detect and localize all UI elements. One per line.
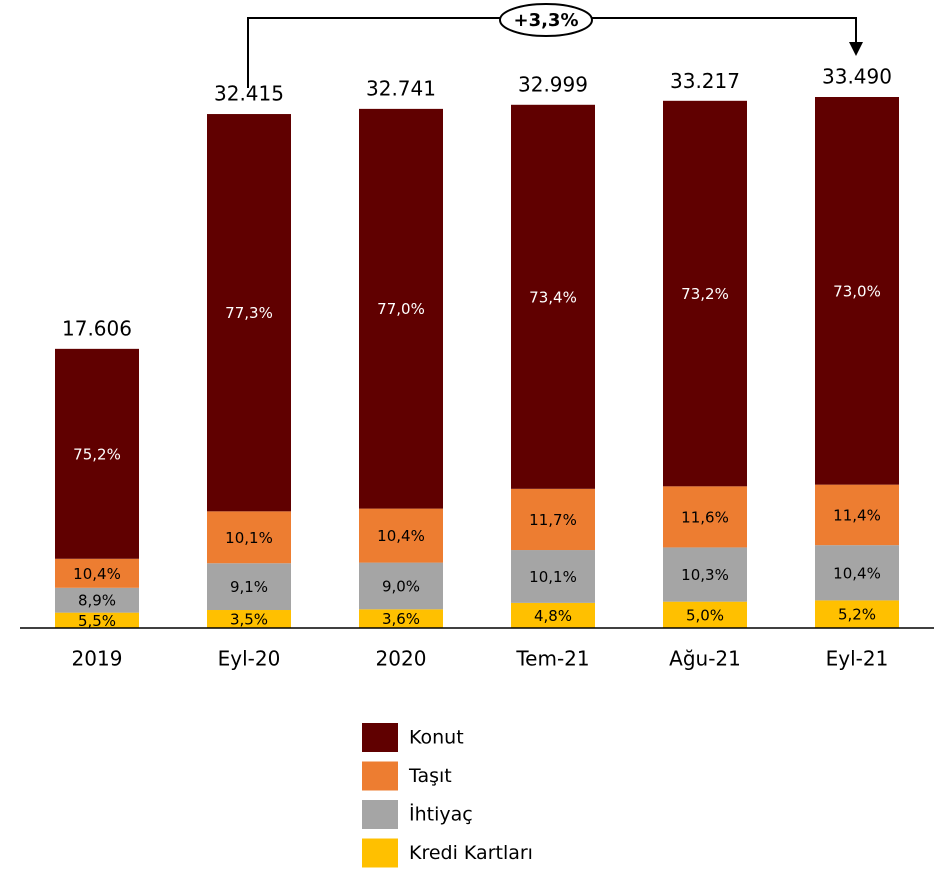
total-label: 32.415 — [214, 82, 284, 106]
segment-label: 73,2% — [681, 285, 729, 303]
segment-label: 3,6% — [382, 610, 420, 628]
bar-segment — [207, 610, 291, 628]
legend-swatch — [362, 800, 398, 829]
x-tick-label: 2020 — [376, 647, 427, 671]
segment-label: 11,7% — [529, 511, 577, 529]
bar-segment — [55, 348, 139, 559]
bar-segment — [511, 602, 595, 628]
bar-segment — [55, 612, 139, 628]
segment-label: 10,1% — [225, 529, 273, 547]
segment-label: 73,0% — [833, 282, 881, 300]
segment-label: 9,0% — [382, 577, 420, 595]
bar-segment — [815, 545, 899, 601]
growth-annotation: +3,3% — [513, 10, 578, 31]
segment-label: 73,4% — [529, 288, 577, 306]
bar-segment — [207, 114, 291, 512]
bar-segment — [359, 108, 443, 509]
legend-swatch — [362, 761, 398, 791]
growth-arrow — [849, 42, 863, 56]
bar-segment — [663, 601, 747, 628]
segment-label: 10,4% — [833, 564, 881, 582]
segment-label: 5,0% — [686, 606, 724, 624]
legend-swatch — [362, 838, 398, 868]
bar-segment — [359, 562, 443, 610]
legend-label: Taşıt — [408, 765, 452, 787]
legend-label: Konut — [409, 727, 464, 749]
x-tick-label: 2019 — [72, 647, 123, 671]
legend-label: Kredi Kartları — [409, 842, 533, 864]
segment-label: 77,3% — [225, 304, 273, 322]
bar-segment — [359, 508, 443, 563]
segment-label: 4,8% — [534, 607, 572, 625]
bar-segment — [663, 100, 747, 487]
bar-segment — [55, 587, 139, 613]
segment-label: 77,0% — [377, 300, 425, 318]
bar-segment — [815, 600, 899, 628]
x-tick-label: Ağu-21 — [669, 647, 741, 671]
legend-swatch — [362, 723, 398, 752]
bar-segment — [511, 550, 595, 603]
total-label: 32.741 — [366, 76, 436, 100]
segment-label: 10,4% — [377, 527, 425, 545]
total-label: 33.490 — [822, 65, 892, 89]
bar-segment — [207, 511, 291, 564]
segment-label: 3,5% — [230, 611, 268, 629]
bar-segment — [663, 486, 747, 548]
bar-segment — [207, 563, 291, 611]
bar-segment — [815, 484, 899, 546]
segment-label: 10,4% — [73, 565, 121, 583]
segment-label: 9,1% — [230, 578, 268, 596]
x-tick-label: Eyl-21 — [826, 647, 889, 671]
segment-label: 75,2% — [73, 445, 121, 463]
segment-label: 5,2% — [838, 606, 876, 624]
segment-label: 11,4% — [833, 506, 881, 524]
growth-ellipse — [499, 3, 593, 37]
bar-segment — [511, 488, 595, 551]
segment-label: 10,1% — [529, 568, 577, 586]
legend-label: İhtiyaç — [409, 803, 473, 826]
total-label: 33.217 — [670, 69, 740, 93]
bar-segment — [663, 547, 747, 602]
bar-segment — [55, 558, 139, 588]
total-label: 17.606 — [62, 316, 132, 340]
segment-label: 5,5% — [78, 612, 116, 630]
segment-label: 11,6% — [681, 508, 729, 526]
bar-segment — [815, 97, 899, 485]
x-tick-label: Tem-21 — [515, 647, 589, 671]
bar-segment — [359, 609, 443, 628]
total-label: 32.999 — [518, 72, 588, 96]
growth-bracket — [247, 17, 857, 88]
x-tick-label: Eyl-20 — [218, 647, 281, 671]
segment-label: 10,3% — [681, 566, 729, 584]
segment-label: 8,9% — [78, 592, 116, 610]
bar-segment — [511, 104, 595, 489]
